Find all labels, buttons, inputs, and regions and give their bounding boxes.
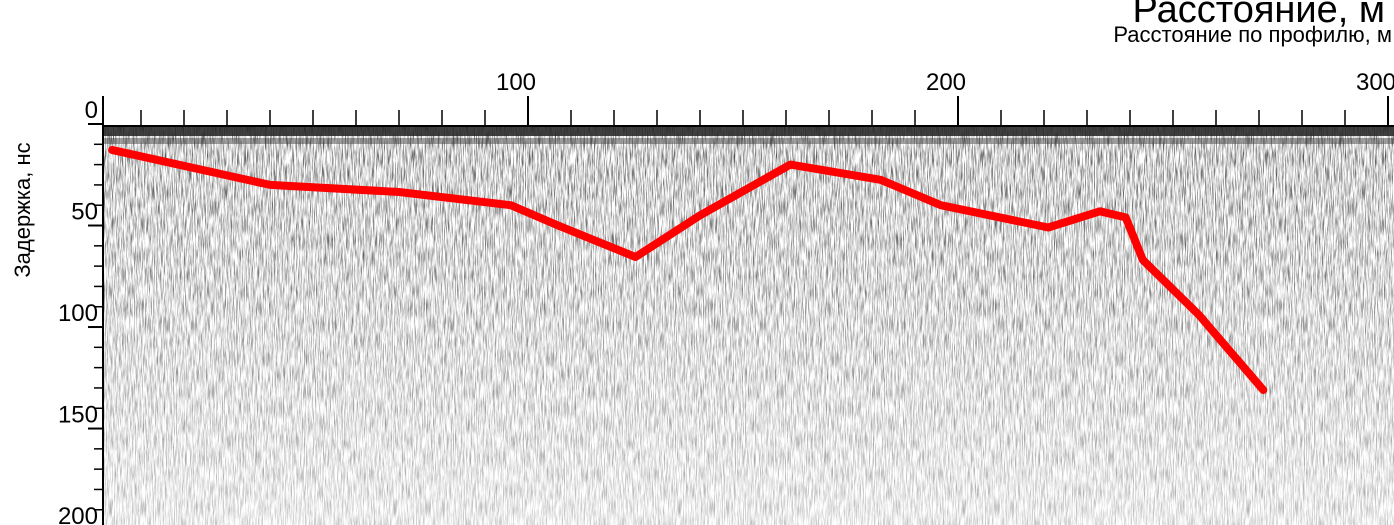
title: Расстояние, м (1133, 0, 1386, 31)
y-tick-label: 0 (85, 97, 98, 124)
x-axis-label: Расстояние по профилю, м (1113, 22, 1392, 47)
y-tick-label: 50 (71, 199, 98, 226)
x-tick-label: 100 (496, 69, 536, 96)
series-line (108, 146, 1268, 394)
y-axis-label: Задержка, нс (10, 142, 35, 277)
y-tick-label: 100 (58, 300, 98, 327)
x-tick-label: 200 (926, 69, 966, 96)
x-tick-label: 300 (1356, 69, 1394, 96)
y-tick-label: 200 (58, 503, 98, 525)
y-tick-label: 150 (58, 402, 98, 429)
